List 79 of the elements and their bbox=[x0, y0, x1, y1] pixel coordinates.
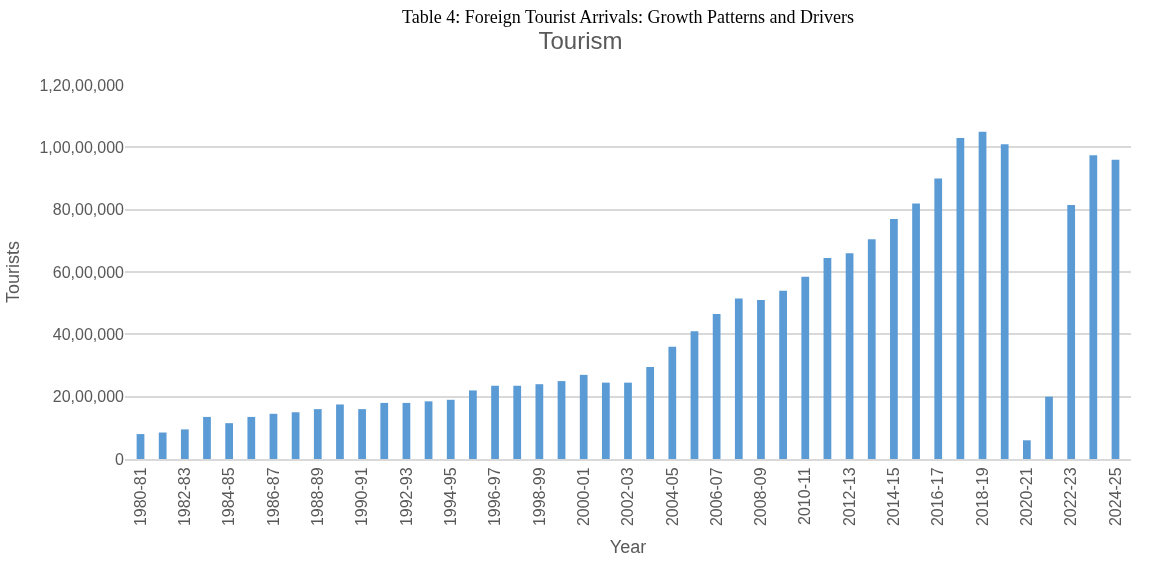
bar bbox=[779, 290, 787, 459]
bar bbox=[535, 384, 544, 459]
bar bbox=[1111, 159, 1120, 459]
x-tick-label: 2006-07 bbox=[707, 467, 725, 527]
bar bbox=[1089, 155, 1098, 459]
x-tick-label: 1998-99 bbox=[530, 467, 548, 527]
x-tick-label: 2004-05 bbox=[663, 467, 681, 527]
x-tick-label: 1990-91 bbox=[353, 467, 371, 527]
x-axis-title: Year bbox=[609, 536, 647, 557]
y-axis-title: Tourists bbox=[2, 240, 23, 304]
x-tick-label: 2012-13 bbox=[840, 467, 858, 527]
x-tick-label: 2008-09 bbox=[752, 467, 770, 527]
x-tick-label: 2000-01 bbox=[574, 467, 592, 527]
bar bbox=[136, 434, 145, 459]
bar bbox=[336, 404, 344, 459]
bar bbox=[1067, 204, 1076, 459]
bar bbox=[978, 131, 987, 459]
x-tick-label: 1982-83 bbox=[176, 467, 194, 527]
bar bbox=[690, 331, 699, 459]
bar bbox=[1000, 144, 1009, 459]
bar bbox=[823, 257, 832, 459]
bar bbox=[402, 402, 411, 459]
bar bbox=[624, 382, 632, 459]
bar bbox=[557, 381, 566, 459]
x-tick-label: 1980-81 bbox=[131, 467, 149, 527]
bar bbox=[912, 203, 920, 459]
bar bbox=[358, 409, 366, 459]
y-tick-label: 60,00,000 bbox=[52, 263, 125, 281]
bar bbox=[845, 253, 854, 459]
bar bbox=[757, 300, 765, 459]
x-tick-label: 2018-19 bbox=[973, 467, 991, 527]
bar bbox=[956, 137, 965, 459]
x-tick-label: 1992-93 bbox=[397, 467, 415, 527]
caption: Table 4: Foreign Tourist Arrivals: Growth Patterns and Drivers bbox=[402, 7, 855, 27]
x-tick-label: 2016-17 bbox=[929, 467, 947, 527]
bar bbox=[601, 382, 610, 459]
bar bbox=[247, 416, 256, 459]
y-tick-label: 0 bbox=[115, 450, 125, 468]
bar bbox=[801, 276, 810, 459]
bar bbox=[225, 423, 234, 459]
bar bbox=[424, 401, 433, 459]
x-tick-label: 2002-03 bbox=[619, 467, 637, 527]
bar bbox=[890, 219, 898, 459]
bar bbox=[646, 367, 655, 459]
bar bbox=[734, 298, 743, 459]
bar bbox=[446, 399, 455, 459]
y-tick-label: 80,00,000 bbox=[52, 201, 125, 219]
bar bbox=[1045, 396, 1053, 459]
y-tick-label: 1,20,00,000 bbox=[39, 76, 125, 94]
bar bbox=[269, 413, 278, 459]
bar bbox=[712, 314, 721, 459]
bar bbox=[579, 374, 588, 459]
x-tick-label: 2022-23 bbox=[1062, 467, 1080, 527]
bar bbox=[158, 432, 167, 459]
x-tick-label: 1988-89 bbox=[308, 467, 326, 527]
y-tick-label: 40,00,000 bbox=[52, 325, 125, 343]
x-tick-label: 1994-95 bbox=[441, 467, 459, 527]
x-tick-label: 2010-11 bbox=[796, 467, 814, 525]
bar bbox=[934, 178, 943, 459]
bar bbox=[491, 385, 499, 459]
bar bbox=[203, 416, 211, 459]
bar bbox=[668, 346, 677, 459]
bar bbox=[380, 402, 389, 459]
chart-title: Tourism bbox=[538, 26, 623, 54]
bar bbox=[469, 390, 477, 459]
bar bbox=[313, 409, 322, 459]
bar bbox=[291, 412, 300, 459]
bar bbox=[180, 429, 189, 459]
x-tick-label: 2024-25 bbox=[1106, 467, 1124, 527]
x-tick-label: 1986-87 bbox=[264, 467, 282, 527]
bar bbox=[1022, 440, 1031, 459]
x-tick-label: 1996-97 bbox=[486, 467, 504, 527]
x-tick-label: 2020-21 bbox=[1018, 467, 1036, 527]
bar bbox=[513, 385, 522, 459]
x-tick-label: 1984-85 bbox=[220, 467, 238, 527]
x-tick-label: 2014-15 bbox=[885, 467, 903, 527]
y-tick-label: 1,00,00,000 bbox=[39, 138, 125, 156]
bar bbox=[867, 239, 876, 459]
y-tick-label: 20,00,000 bbox=[52, 388, 125, 406]
